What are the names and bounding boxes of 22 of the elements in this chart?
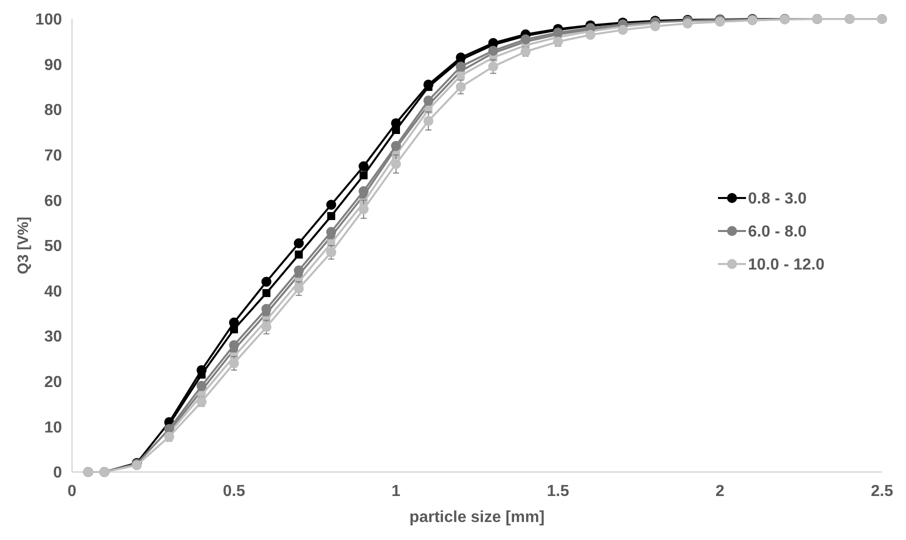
y-tick-label: 30	[44, 328, 62, 346]
legend-label: 10.0 - 12.0	[748, 256, 825, 274]
legend-label: 0.8 - 3.0	[748, 190, 807, 208]
y-axis-title: Q3 [V%]	[15, 216, 32, 274]
y-tick-label: 80	[44, 102, 62, 120]
legend-label: 6.0 - 8.0	[748, 224, 807, 241]
y-tick-label: 20	[44, 374, 62, 391]
y-tick-label: 70	[44, 148, 62, 164]
x-tick-label: 1	[392, 483, 401, 500]
y-tick-label: 100	[35, 12, 62, 29]
x-tick-label: 0	[68, 483, 77, 500]
x-tick-label: 2	[716, 483, 725, 500]
y-tick-label: 90	[44, 56, 62, 74]
x-axis-title: particle size [mm]	[409, 509, 545, 526]
y-tick-label: 60	[44, 192, 62, 210]
y-tick-label: 0	[53, 464, 62, 482]
y-tick-label: 50	[44, 238, 62, 256]
x-tick-label: 1.5	[546, 483, 570, 500]
y-tick-label: 40	[44, 283, 62, 300]
x-tick-label: 2.5	[870, 483, 894, 500]
y-tick-label: 10	[44, 419, 62, 436]
x-tick-label: 0.5	[222, 483, 246, 500]
